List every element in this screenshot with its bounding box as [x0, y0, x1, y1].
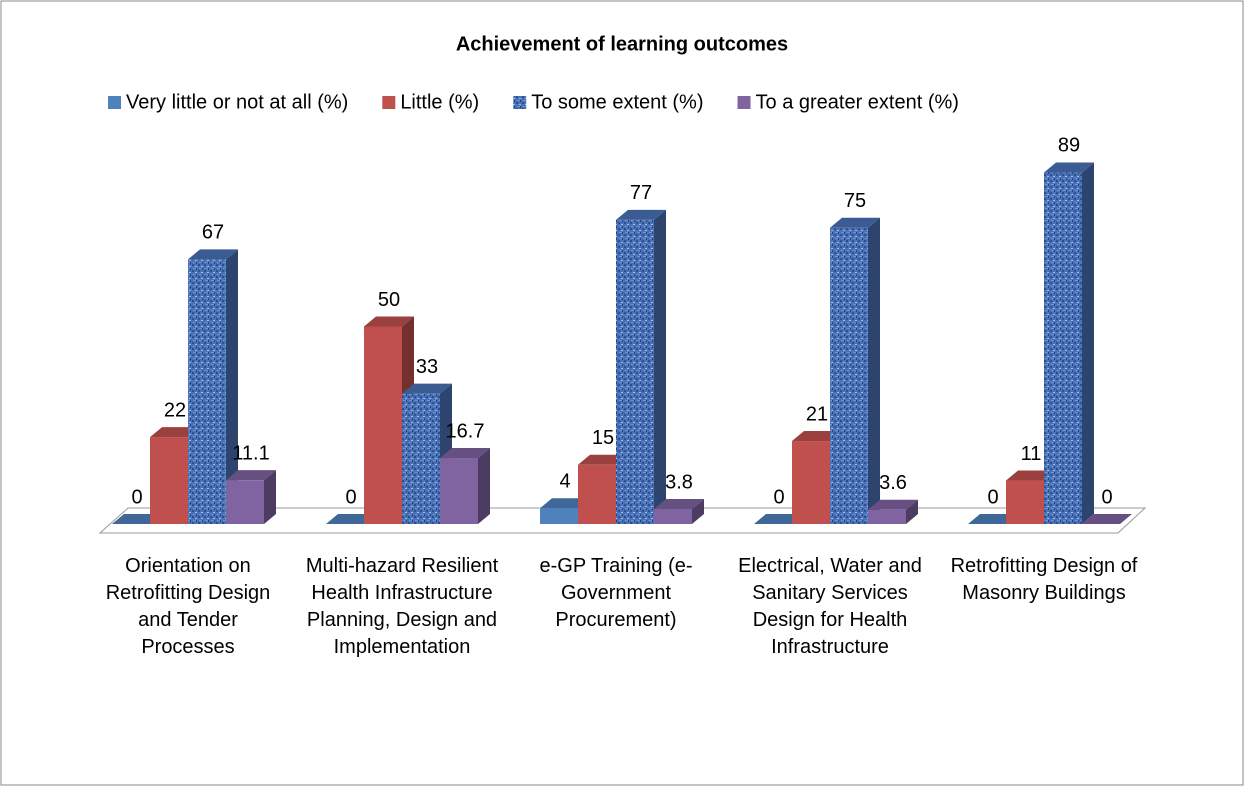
bar-top: [578, 454, 628, 465]
bar-top: [1044, 162, 1094, 173]
bar-top: [188, 249, 238, 260]
bar-top: [1082, 514, 1132, 524]
bar: [326, 514, 376, 525]
bar: [1082, 514, 1132, 525]
bar-top: [326, 514, 376, 524]
x-tick-label: e-GP Training (e-Government Procurement): [539, 555, 693, 631]
legend-label: To a greater extent (%): [756, 91, 959, 113]
data-label: 3.6: [879, 472, 907, 494]
data-label: 0: [345, 486, 356, 508]
bar-top: [112, 514, 162, 524]
bar-top: [402, 383, 452, 394]
data-label: 16.7: [446, 420, 485, 442]
bar: [440, 448, 490, 524]
x-tick-label: Orientation on Retrofitting Design and T…: [105, 555, 271, 658]
bar-top: [540, 498, 590, 509]
data-label: 75: [844, 190, 866, 212]
bar-side: [264, 470, 276, 524]
bar-top: [968, 514, 1018, 524]
bar-top: [226, 470, 276, 481]
bar: [226, 470, 276, 524]
data-label: 77: [630, 182, 652, 204]
bar-front: [150, 437, 188, 524]
bar-side: [226, 249, 238, 524]
data-label: 22: [164, 399, 186, 421]
data-label: 89: [1058, 135, 1080, 157]
bar-top: [830, 217, 880, 228]
bar-front: [654, 508, 692, 524]
bar-front: [868, 509, 906, 524]
bar-top: [440, 448, 490, 459]
legend-swatch: [108, 96, 121, 109]
legend-swatch: [382, 96, 396, 109]
bar-front: [1044, 172, 1082, 524]
bar: [654, 498, 704, 524]
bar: [1044, 162, 1094, 524]
chart-title: Achievement of learning outcomes: [456, 33, 788, 55]
bar-front: [440, 458, 478, 524]
bar-side: [478, 448, 490, 524]
bar: [868, 499, 918, 524]
bar-front: [226, 480, 264, 524]
data-label: 4: [559, 470, 570, 492]
x-tick-label: Retrofitting Design of Masonry Buildings: [950, 555, 1138, 604]
bar-side: [906, 499, 918, 524]
legend-label: Very little or not at all (%): [126, 91, 348, 113]
bar-top: [754, 514, 804, 524]
bar: [616, 209, 666, 524]
bar-side: [654, 209, 666, 524]
bar-top: [792, 431, 842, 442]
data-label: 67: [202, 222, 224, 244]
data-label: 11.1: [232, 442, 269, 464]
data-label: 15: [592, 427, 614, 449]
bar-front: [540, 508, 578, 524]
data-label: 11: [1021, 443, 1042, 465]
bar-front: [188, 259, 226, 524]
bar-front: [402, 393, 440, 524]
bar-front: [578, 464, 616, 524]
data-label: 3.8: [665, 471, 693, 493]
bar-front: [1006, 480, 1044, 524]
bar-top: [868, 499, 918, 510]
x-tick-label: Multi-hazard Resilient Health Infrastruc…: [305, 555, 499, 658]
data-label: 0: [987, 486, 998, 508]
data-label: 0: [1101, 486, 1112, 508]
bar: [188, 249, 238, 524]
bar: [364, 316, 414, 524]
bar-side: [692, 498, 704, 524]
data-label: 0: [773, 486, 784, 508]
bar-front: [364, 326, 402, 524]
data-label: 21: [806, 403, 828, 425]
bar: [112, 514, 162, 525]
bar-front: [792, 441, 830, 524]
bar-side: [868, 217, 880, 524]
bar-top: [364, 316, 414, 327]
bar: [754, 514, 804, 525]
bar-top: [616, 209, 666, 220]
bar-front: [616, 219, 654, 524]
bar: [968, 514, 1018, 525]
data-label: 33: [416, 356, 438, 378]
data-label: 0: [131, 486, 142, 508]
legend-swatch: [737, 96, 751, 109]
bar-side: [1082, 162, 1094, 524]
x-tick-label: Electrical, Water and Sanitary Services …: [738, 555, 922, 658]
bar-top: [1006, 470, 1056, 481]
legend-label: To some extent (%): [531, 91, 703, 113]
bar-top: [150, 427, 200, 438]
legend-swatch: [513, 96, 527, 109]
bar-front: [830, 227, 868, 524]
bar-top: [654, 498, 704, 509]
data-label: 50: [378, 289, 400, 311]
bar: [830, 217, 880, 524]
legend-label: Little (%): [400, 91, 479, 113]
